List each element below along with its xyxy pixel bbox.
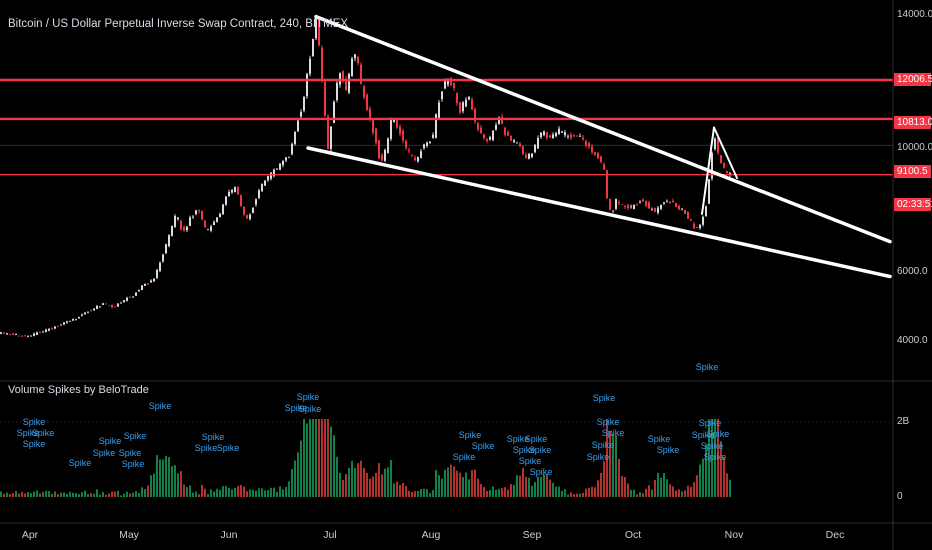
price-alert-badge[interactable]: 12006.5 [894, 73, 932, 86]
time-axis-month-may: May [119, 529, 139, 541]
chart-title: Bitcoin / US Dollar Perpetual Inverse Sw… [8, 18, 349, 30]
volume-indicator-title: Volume Spikes by BeloTrade [8, 384, 149, 396]
price-axis-label: 4000.0 [897, 335, 928, 346]
price-axis-label: 0 [897, 491, 903, 502]
time-axis-month-apr: Apr [21, 529, 39, 541]
time-axis-month-jul: Jul [323, 529, 337, 541]
time-axis-month-jun: Jun [220, 529, 238, 541]
time-axis-month-oct: Oct [624, 529, 642, 541]
price-axis-label: 6000.0 [897, 266, 928, 277]
time-axis-month-nov: Nov [724, 529, 744, 541]
time-axis-month-aug: Aug [421, 529, 441, 541]
time-axis-month-sep: Sep [522, 529, 542, 541]
price-axis-label: 10000.0 [897, 142, 932, 153]
price-axis-label: 2B [897, 416, 910, 427]
time-axis-month-dec: Dec [825, 529, 845, 541]
time-axis[interactable]: Apr May Jun Jul Aug Sep Oct Nov Dec [0, 523, 893, 550]
price-axis[interactable]: 14000.0 12006.5 10813.0 10000.0 9100.5 02:33:… [893, 0, 932, 550]
price-axis-label: 14000.0 [897, 9, 932, 20]
price-alert-badge[interactable]: 10813.0 [894, 116, 932, 129]
price-alert-badge[interactable]: 9100.5 [894, 165, 931, 178]
countdown-badge[interactable]: 02:33:51 [894, 198, 932, 211]
